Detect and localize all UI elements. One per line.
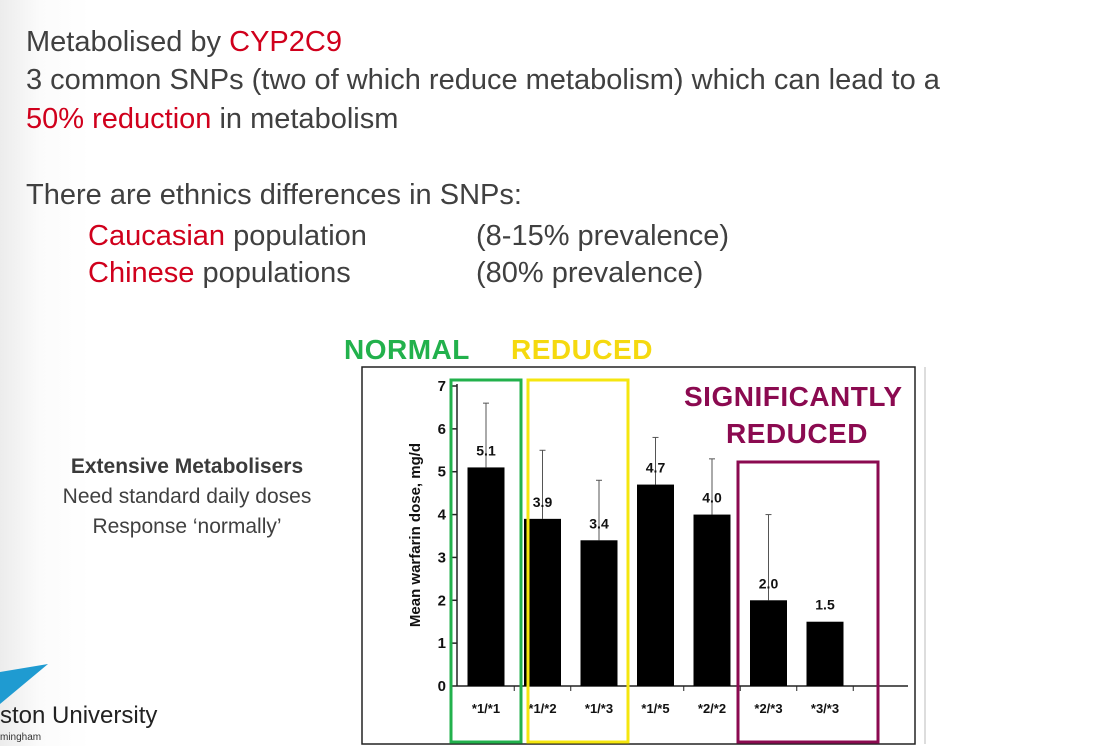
bar-value-label: 3.4 (589, 515, 609, 531)
x-tick-label: *1/*2 (528, 701, 556, 716)
significantly-reduced-box (736, 460, 880, 744)
side-note-line2: Response ‘normally’ (92, 515, 282, 538)
reduced-box (526, 378, 630, 744)
pop1-suffix: population (225, 220, 367, 252)
x-tick-label: *2/*3 (754, 701, 782, 716)
university-logo-icon (0, 664, 48, 704)
population-caucasian: Caucasian population (88, 218, 367, 254)
bar-value-label: 3.9 (533, 494, 553, 510)
university-logo-subtext: mingham (0, 732, 42, 743)
y-tick-label: 6 (438, 421, 446, 438)
bar (524, 518, 561, 686)
bar-value-label: 1.5 (815, 597, 835, 613)
chart-frame (361, 366, 916, 745)
reduced-label: REDUCED (511, 334, 653, 365)
line1-prefix: Metabolised by (26, 26, 230, 58)
side-note-line1: Need standard daily doses (62, 485, 312, 508)
y-tick-label: 7 (438, 378, 446, 395)
y-axis-label: Mean warfarin dose, mg/d (407, 443, 424, 627)
x-tick-label: *2/*2 (698, 701, 726, 716)
y-tick-label: 4 (438, 507, 447, 524)
bar (467, 467, 505, 686)
heading-line-2: 3 common SNPs (two of which reduce metab… (26, 64, 940, 96)
x-tick-label: *1/*5 (641, 701, 669, 716)
line3-highlight: 50% reduction (26, 103, 212, 135)
pop1-highlight: Caucasian (88, 220, 226, 252)
bar (580, 540, 618, 686)
bar-value-label: 4.7 (646, 460, 666, 476)
bar-value-label: 5.1 (476, 442, 496, 458)
bar (637, 484, 674, 686)
x-tick-label: *1/*1 (472, 701, 500, 716)
bar (806, 621, 844, 686)
y-tick-label: 3 (438, 549, 446, 566)
bar (693, 514, 731, 686)
line1-highlight: CYP2C9 (229, 26, 342, 58)
population-chinese: Chinese populations (88, 255, 351, 291)
pop2-suffix: populations (194, 257, 351, 289)
heading-line-4: There are ethnics differences in SNPs: (26, 179, 522, 211)
x-tick-label: *1/*3 (585, 701, 613, 716)
university-logo-text: ston University (0, 702, 158, 729)
line3-suffix: in metabolism (211, 103, 399, 135)
x-tick-label: *3/*3 (811, 701, 839, 716)
y-tick-label: 5 (438, 464, 446, 481)
pop2-highlight: Chinese (88, 257, 195, 289)
normal-label: NORMAL (344, 334, 470, 365)
pop1-prevalence: (8-15% prevalence) (476, 220, 730, 252)
y-tick-label: 2 (438, 592, 446, 609)
heading-line-1: Metabolised by CYP2C9 (26, 24, 342, 60)
bar-value-label: 4.0 (702, 490, 722, 506)
heading-line-3: 50% reduction in metabolism (26, 101, 398, 137)
significantly-label: SIGNIFICANTLY (684, 381, 903, 412)
significantly-reduced-label: REDUCED (726, 418, 868, 449)
normal-box (449, 378, 523, 744)
y-tick-label: 1 (438, 635, 446, 652)
bar (750, 600, 787, 686)
pop2-prevalence: (80% prevalence) (476, 257, 704, 289)
side-note: Extensive Metabolisers Need standard dai… (22, 452, 352, 542)
side-note-title: Extensive Metabolisers (70, 455, 304, 478)
bar-value-label: 2.0 (759, 575, 779, 591)
y-tick-label: 0 (438, 678, 446, 695)
